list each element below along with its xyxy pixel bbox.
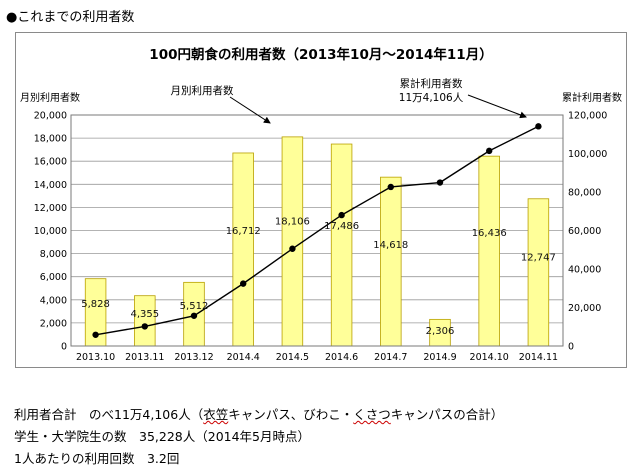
bar-data-label: 2,306 <box>426 326 455 337</box>
note-usage-per-person: 1人あたりの利用回数 3.2回 <box>14 451 180 466</box>
left-tick-label: 8,000 <box>40 249 67 260</box>
left-tick-label: 12,000 <box>34 203 67 214</box>
bar <box>527 198 550 347</box>
bar-data-label: 17,486 <box>324 221 359 232</box>
left-tick-label: 2,000 <box>40 318 67 329</box>
right-tick-label: 40,000 <box>568 265 601 276</box>
left-tick-label: 0 <box>61 342 67 353</box>
bar-data-label: 5,828 <box>81 299 110 310</box>
bar-data-label: 12,747 <box>521 253 556 264</box>
cumulative-point <box>190 312 198 319</box>
left-tick-label: 14,000 <box>34 180 67 191</box>
axes: 0 2,000 4,000 6,000 8,000 10,000 12,000 14,000 1… <box>34 111 608 364</box>
cumulative-point <box>338 211 345 219</box>
category-label: 2014.4 <box>227 352 260 363</box>
category-label: 2014.6 <box>325 352 358 363</box>
category-label: 2014.11 <box>519 352 558 363</box>
left-tick-label: 18,000 <box>34 134 67 145</box>
bar-data-label: 16,436 <box>472 228 507 239</box>
bar-data-label: 4,355 <box>130 309 159 320</box>
chart-title: 100円朝食の利用者数（2013年10月～2014年11月） <box>149 46 492 63</box>
plot-area-border <box>70 114 564 347</box>
cumulative-point <box>535 123 542 130</box>
bar-data-label: 16,712 <box>226 226 261 237</box>
category-label: 2014.7 <box>374 352 407 363</box>
line-series <box>92 123 542 338</box>
bar <box>134 295 156 347</box>
right-tick-label: 80,000 <box>568 188 601 199</box>
note-campus-kusatsu: くさつ <box>353 407 391 422</box>
cumulative-point <box>240 280 247 287</box>
bar-data-label: 18,106 <box>275 217 310 228</box>
cumulative-point <box>141 323 148 330</box>
left-axis-label: 月別利用者数 <box>20 91 80 104</box>
annotation-cumulative-arrow <box>467 94 527 119</box>
left-tick-label: 20,000 <box>34 111 67 122</box>
annotations: 月別利用者数 累計利用者数 11万4,106人 <box>171 77 527 124</box>
right-tick-label: 0 <box>568 342 574 353</box>
category-label: 2013.10 <box>76 352 115 363</box>
category-label: 2014.5 <box>276 352 309 363</box>
data-labels: 5,828 4,355 5,512 16,712 18,106 17,486 14,618 2… <box>81 217 556 337</box>
cumulative-point <box>436 179 444 186</box>
cumulative-point <box>486 147 493 155</box>
bar-data-label: 14,618 <box>373 240 408 251</box>
bar <box>232 152 254 347</box>
bar <box>478 155 500 347</box>
category-label: 2013.12 <box>174 352 213 363</box>
chart-frame: 100円朝食の利用者数（2013年10月～2014年11月） 月別利用者数 累計… <box>15 32 627 368</box>
right-tick-label: 120,000 <box>568 111 607 122</box>
right-axis-label: 累計利用者数 <box>562 91 622 104</box>
bar <box>330 143 353 347</box>
note-campus-kinugasa: 衣笠 <box>203 407 229 422</box>
category-label: 2014.9 <box>423 352 456 363</box>
annotation-monthly-arrow <box>229 96 271 124</box>
right-tick-label: 60,000 <box>568 226 601 237</box>
annotation-cumulative-2: 11万4,106人 <box>399 92 464 104</box>
cumulative-point <box>387 183 394 191</box>
note-student-count: 学生・大学院生の数 35,228人（2014年5月時点） <box>14 429 311 444</box>
left-tick-label: 4,000 <box>40 295 67 306</box>
bar-data-label: 5,512 <box>180 301 209 312</box>
note-total-users: 利用者合計 のべ11万4,106人（衣笠キャンパス、びわこ・くさつキャンパスの合… <box>14 404 503 423</box>
right-tick-label: 100,000 <box>568 149 607 160</box>
cumulative-point <box>92 331 99 338</box>
page-heading: ●これまでの利用者数 <box>6 10 135 25</box>
note-total-prefix: 利用者合計 のべ11万4,106人（ <box>14 407 204 422</box>
annotation-cumulative-1: 累計利用者数 <box>400 77 463 90</box>
annotation-monthly: 月別利用者数 <box>171 84 234 97</box>
category-label: 2014.10 <box>470 352 509 363</box>
cumulative-line <box>95 125 539 336</box>
note-total-suffix: キャンパスの合計） <box>390 407 504 422</box>
bar <box>281 136 304 347</box>
cumulative-point <box>289 245 296 252</box>
left-tick-label: 10,000 <box>34 226 67 237</box>
left-tick-label: 16,000 <box>34 157 67 168</box>
usage-chart: 100円朝食の利用者数（2013年10月～2014年11月） 月別利用者数 累計… <box>20 46 622 364</box>
left-tick-label: 6,000 <box>40 272 67 283</box>
category-label: 2013.11 <box>125 352 164 363</box>
bar <box>380 176 402 347</box>
right-tick-label: 20,000 <box>568 303 601 314</box>
note-campus-biwako: キャンパス、びわこ・ <box>228 407 354 422</box>
